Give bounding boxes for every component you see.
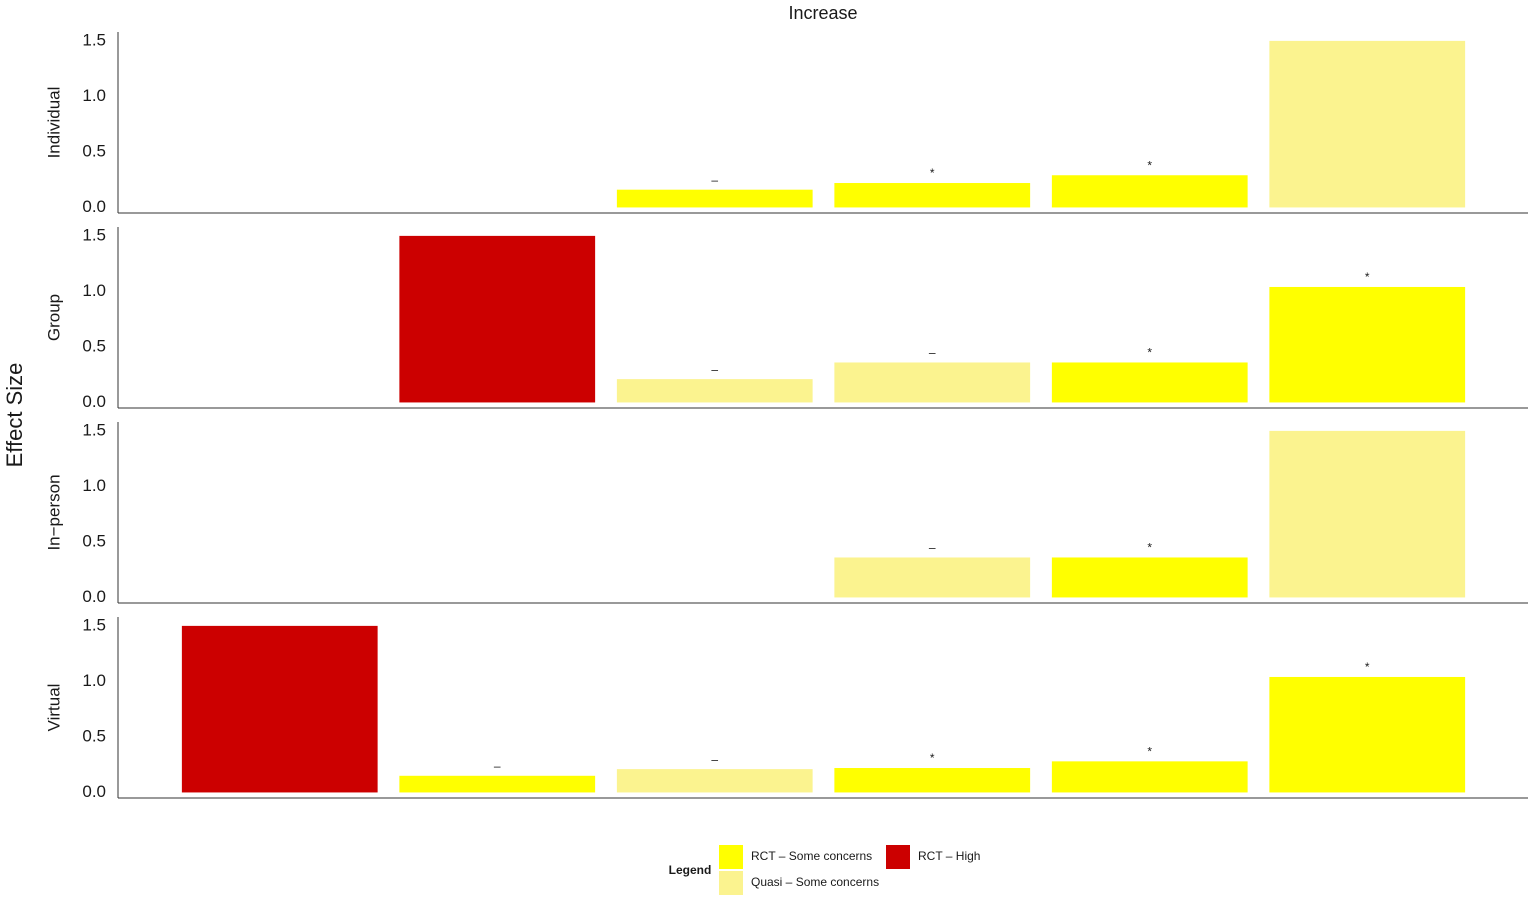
legend-swatch — [719, 871, 743, 895]
legend-label: Quasi – Some concerns — [751, 875, 879, 889]
significance-label: * — [1147, 346, 1152, 360]
bar — [399, 235, 596, 403]
y-tick-label: 0.5 — [82, 141, 106, 160]
y-tick-label: 0.5 — [82, 531, 106, 550]
significance-label: – — [929, 541, 936, 555]
legend-swatch — [886, 845, 910, 869]
legend-swatch — [719, 845, 743, 869]
significance-label: * — [1365, 270, 1370, 284]
facet-label: In−person — [44, 474, 63, 550]
bar — [1051, 175, 1248, 208]
significance-label: * — [1365, 660, 1370, 674]
facet-label: Virtual — [44, 684, 63, 732]
bar — [1051, 761, 1248, 793]
significance-label: – — [929, 346, 936, 360]
significance-label: * — [1147, 158, 1152, 172]
significance-label: * — [1147, 541, 1152, 555]
y-tick-label: 0.5 — [82, 726, 106, 745]
bar — [616, 189, 813, 208]
y-tick-label: 1.0 — [82, 281, 106, 300]
bar — [399, 775, 596, 793]
bar — [1269, 286, 1466, 403]
y-tick-label: 1.5 — [82, 615, 106, 634]
y-tick-label: 0.0 — [82, 587, 106, 606]
y-axis-label: Effect Size — [2, 363, 27, 468]
bar — [1269, 676, 1466, 793]
bar — [1269, 40, 1466, 208]
y-tick-label: 0.5 — [82, 336, 106, 355]
y-tick-label: 1.5 — [82, 30, 106, 49]
bar — [181, 625, 378, 793]
significance-label: * — [1147, 745, 1152, 759]
legend-title: Legend — [669, 863, 712, 877]
y-tick-label: 1.5 — [82, 420, 106, 439]
facet-label: Individual — [44, 87, 63, 159]
bar — [616, 769, 813, 793]
y-tick-label: 0.0 — [82, 392, 106, 411]
significance-label: – — [494, 759, 501, 773]
y-tick-label: 1.0 — [82, 86, 106, 105]
significance-label: * — [930, 751, 935, 765]
bar — [1051, 557, 1248, 598]
significance-label: * — [930, 166, 935, 180]
significance-label: – — [711, 173, 718, 187]
bar — [834, 362, 1031, 403]
bar — [616, 379, 813, 403]
bar — [834, 557, 1031, 598]
bar — [834, 183, 1031, 208]
bar — [1269, 430, 1466, 598]
chart-title: Increase — [788, 3, 857, 23]
bar — [834, 768, 1031, 793]
y-tick-label: 1.5 — [82, 225, 106, 244]
y-tick-label: 0.0 — [82, 197, 106, 216]
bar — [1051, 362, 1248, 403]
legend-label: RCT – Some concerns — [751, 849, 872, 863]
significance-label: – — [711, 752, 718, 766]
y-tick-label: 1.0 — [82, 671, 106, 690]
facet-label: Group — [44, 294, 63, 341]
legend-label: RCT – High — [918, 849, 980, 863]
y-tick-label: 1.0 — [82, 476, 106, 495]
y-tick-label: 0.0 — [82, 782, 106, 801]
significance-label: – — [711, 362, 718, 376]
